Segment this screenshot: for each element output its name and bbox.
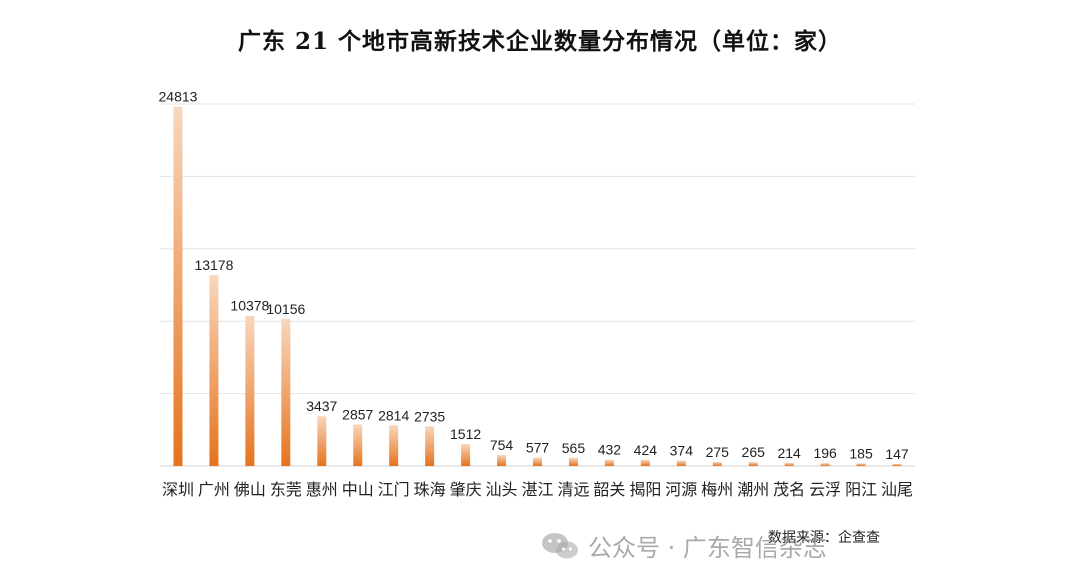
wechat-icon: [542, 532, 578, 558]
category-label: 江门: [378, 480, 410, 499]
chart-title: 广东 21 个地市高新技术企业数量分布情况（单位：家）: [237, 28, 843, 55]
bar: [820, 463, 830, 466]
category-label: 河源: [665, 480, 697, 499]
bar: [533, 457, 542, 466]
category-label: 清远: [557, 480, 589, 499]
data-label: 432: [598, 442, 622, 458]
data-label: 565: [562, 440, 586, 456]
bar: [497, 455, 507, 466]
category-label: 湛江: [521, 480, 553, 499]
category-label: 茂名: [773, 480, 805, 499]
watermark: 公众号 · 广东智信杂志: [540, 528, 827, 563]
bar: [353, 424, 363, 466]
bar: [604, 459, 614, 466]
bar: [461, 444, 471, 466]
bars: [173, 106, 902, 466]
data-label: 2814: [378, 407, 409, 423]
bar: [892, 463, 902, 466]
category-label: 中山: [342, 480, 374, 499]
bar: [245, 315, 255, 466]
bar: [317, 416, 327, 466]
category-label: 潮州: [737, 480, 769, 499]
data-label: 2735: [414, 408, 445, 424]
category-label: 梅州: [701, 480, 733, 499]
category-label: 云浮: [809, 480, 841, 499]
category-label: 汕尾: [881, 480, 913, 499]
data-label: 275: [706, 444, 730, 460]
watermark-text: 公众号 · 广东智信杂志: [588, 534, 827, 562]
category-label: 广州: [198, 480, 230, 499]
category-label: 肇庆: [450, 480, 482, 499]
data-label: 10378: [230, 298, 269, 314]
bar: [748, 462, 758, 466]
bar: [389, 425, 399, 466]
data-label: 265: [742, 444, 766, 460]
bar: [568, 457, 578, 466]
data-label: 214: [777, 445, 801, 461]
bar: [712, 462, 722, 466]
category-label: 珠海: [414, 480, 446, 499]
data-label: 577: [526, 440, 550, 456]
data-label: 10156: [266, 301, 305, 317]
bar: [281, 318, 291, 466]
category-label: 佛山: [234, 480, 266, 499]
gridlines: [160, 103, 915, 467]
category-label: 韶关: [593, 480, 625, 499]
bar: [173, 106, 183, 466]
bar: [425, 426, 435, 466]
data-label: 13178: [194, 257, 233, 273]
data-label: 3437: [306, 398, 337, 414]
bar: [640, 459, 650, 466]
category-label: 阳江: [845, 480, 877, 499]
data-label: 147: [885, 446, 909, 462]
data-label: 196: [813, 445, 837, 461]
bar: [209, 275, 219, 466]
category-labels: 深圳 广州 佛山 东莞 惠州 中山 江门 珠海 肇庆 汕头 湛江 清远 韶关 揭阳 河源 梅州 潮州 茂名 云浮 阳江…: [162, 480, 913, 499]
data-label: 185: [849, 445, 873, 461]
category-label: 揭阳: [629, 480, 661, 499]
data-label: 374: [670, 443, 694, 459]
category-label: 深圳: [162, 480, 194, 499]
category-label: 东莞: [270, 480, 302, 499]
data-label: 2857: [342, 407, 373, 423]
category-label: 惠州: [306, 480, 338, 499]
category-label: 汕头: [486, 480, 518, 499]
bar: [676, 460, 686, 466]
bar: [784, 462, 794, 466]
data-label: 424: [634, 442, 658, 458]
data-label: 24813: [159, 89, 198, 105]
bar: [856, 463, 866, 466]
data-label: 754: [490, 437, 514, 453]
data-label: 1512: [450, 426, 481, 442]
data-source-note: 数据来源：企查查: [768, 530, 880, 546]
